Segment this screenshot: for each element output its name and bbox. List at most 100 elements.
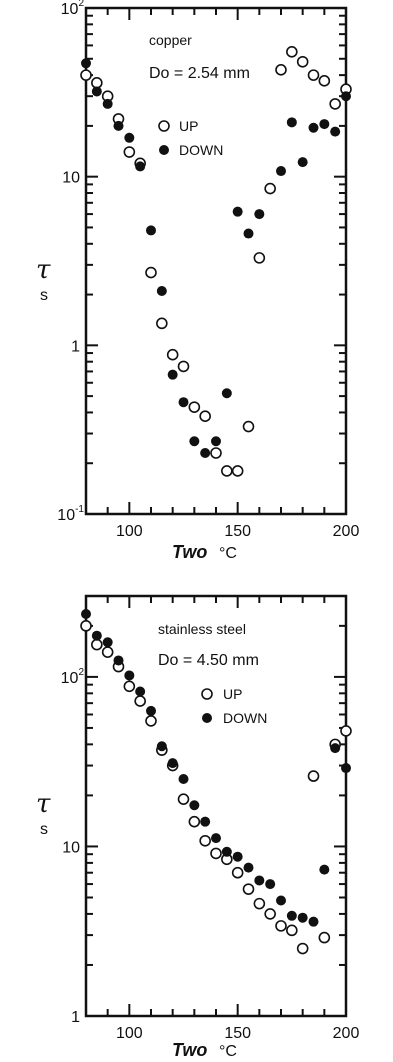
up-point bbox=[177, 360, 190, 373]
down-point bbox=[167, 758, 178, 769]
up-point bbox=[275, 920, 287, 932]
up-point bbox=[242, 420, 255, 433]
x-tick-labels: 100 150 200 bbox=[116, 523, 359, 540]
down-point bbox=[135, 161, 146, 172]
axis-ticks bbox=[86, 595, 346, 1017]
down-point bbox=[113, 120, 124, 131]
up-point bbox=[296, 55, 309, 68]
up-point bbox=[80, 69, 92, 81]
up-point bbox=[275, 64, 287, 76]
up-point bbox=[231, 866, 244, 879]
diameter-annotation: Do = 2.54 mm bbox=[149, 65, 250, 82]
up-point bbox=[286, 924, 298, 937]
down-point bbox=[91, 630, 102, 641]
x-axis-label: Two bbox=[172, 542, 207, 562]
data-points bbox=[80, 608, 352, 955]
y-tick-label: 102 bbox=[61, 667, 85, 687]
down-point bbox=[102, 637, 113, 648]
up-point bbox=[188, 815, 201, 828]
down-point bbox=[189, 436, 200, 447]
x-tick-label: 150 bbox=[224, 523, 251, 540]
down-point bbox=[330, 743, 341, 754]
down-point bbox=[81, 608, 91, 619]
up-point bbox=[156, 317, 168, 330]
down-point bbox=[243, 228, 254, 239]
down-point bbox=[178, 397, 189, 408]
up-point bbox=[145, 715, 157, 727]
y-tick-label: 1 bbox=[71, 1009, 80, 1026]
up-point bbox=[80, 620, 92, 632]
up-point bbox=[286, 45, 298, 58]
y-tick-label: 1 bbox=[71, 338, 80, 355]
up-point bbox=[210, 447, 222, 459]
down-point bbox=[211, 833, 221, 844]
legend: UP DOWN bbox=[201, 686, 267, 726]
down-point bbox=[319, 119, 330, 130]
y-tick-label: 10-1 bbox=[57, 504, 84, 524]
up-point bbox=[123, 146, 136, 158]
down-point bbox=[156, 741, 167, 752]
y-tick-label: 10 bbox=[62, 170, 80, 187]
up-point bbox=[307, 770, 320, 782]
legend-down-marker bbox=[202, 713, 212, 723]
data-points bbox=[80, 45, 352, 477]
up-point bbox=[253, 252, 266, 264]
up-point bbox=[231, 465, 244, 477]
down-point bbox=[146, 225, 156, 236]
axis-ticks bbox=[86, 8, 346, 515]
legend-down-label: DOWN bbox=[223, 710, 267, 726]
up-point bbox=[253, 897, 266, 910]
up-point bbox=[166, 348, 179, 361]
up-point bbox=[145, 266, 157, 279]
up-point bbox=[101, 646, 114, 658]
up-point bbox=[123, 680, 136, 693]
legend-up-marker bbox=[201, 688, 213, 700]
down-point bbox=[113, 655, 124, 666]
down-point bbox=[211, 436, 221, 447]
down-point bbox=[146, 705, 156, 716]
down-point bbox=[221, 846, 232, 857]
up-point bbox=[340, 725, 352, 737]
up-point bbox=[210, 847, 222, 860]
x-tick-label: 200 bbox=[333, 1025, 360, 1042]
material-annotation: stainless steel bbox=[158, 621, 246, 637]
y-tick-label: 102 bbox=[61, 0, 85, 18]
legend-down-label: DOWN bbox=[179, 142, 223, 158]
down-point bbox=[189, 800, 200, 811]
down-point bbox=[265, 879, 276, 890]
down-point bbox=[221, 388, 232, 399]
y-tick-labels: 1 10 102 bbox=[61, 667, 85, 1026]
up-point bbox=[91, 638, 103, 651]
down-point bbox=[102, 98, 113, 109]
down-point bbox=[124, 670, 135, 681]
x-tick-label: 200 bbox=[333, 523, 360, 540]
legend: UP DOWN bbox=[158, 118, 223, 158]
x-axis-label: Two bbox=[172, 1040, 207, 1060]
y-axis-label: τ bbox=[36, 255, 51, 285]
down-point bbox=[243, 862, 254, 873]
up-point bbox=[199, 834, 211, 847]
down-point bbox=[232, 206, 243, 217]
down-point bbox=[232, 851, 243, 862]
up-point bbox=[296, 942, 309, 955]
x-axis-unit: °C bbox=[219, 545, 237, 562]
down-point bbox=[286, 117, 297, 128]
copper-panel: 10-1 1 10 102 100 150 200 copper Do = 2.54 mm… bbox=[36, 0, 359, 562]
down-point bbox=[308, 122, 319, 133]
up-point bbox=[307, 69, 320, 81]
down-point bbox=[91, 86, 102, 97]
x-tick-label: 100 bbox=[116, 1025, 143, 1042]
up-point bbox=[318, 931, 331, 944]
x-axis-unit: °C bbox=[219, 1043, 237, 1060]
down-point bbox=[286, 910, 297, 921]
down-point bbox=[200, 816, 211, 827]
down-point bbox=[124, 132, 135, 143]
up-point bbox=[177, 793, 190, 805]
up-point bbox=[134, 695, 146, 707]
up-point bbox=[242, 883, 255, 895]
up-point bbox=[199, 410, 211, 423]
up-point bbox=[91, 77, 103, 89]
up-point bbox=[188, 401, 201, 413]
down-point bbox=[276, 895, 286, 906]
legend-down-marker bbox=[159, 145, 169, 155]
